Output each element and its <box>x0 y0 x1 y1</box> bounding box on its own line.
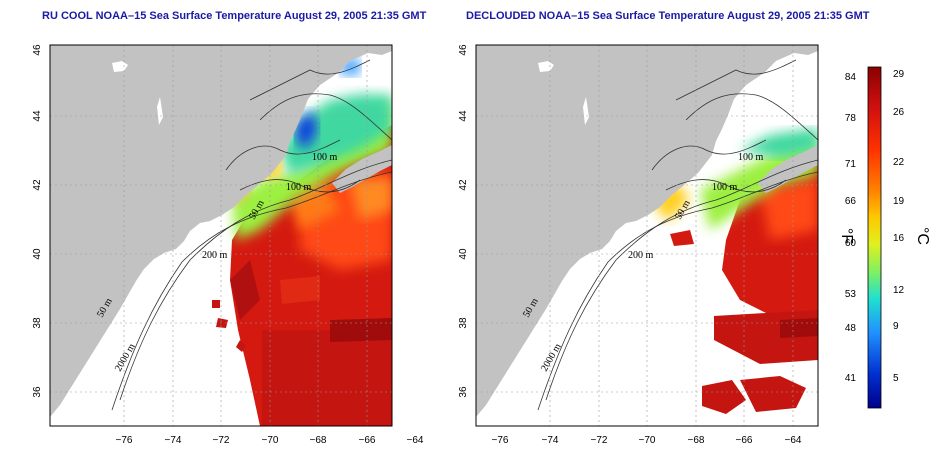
celsius-unit-label: °C <box>914 227 931 245</box>
right-map-title: DECLOUDED NOAA–15 Sea Surface Temperatur… <box>466 10 870 22</box>
left-x-axis: −76 −74 −72 −70 −68 −66 −64 <box>116 435 424 446</box>
x-tick-label: −72 <box>591 435 608 446</box>
y-tick-label: 40 <box>32 248 43 260</box>
right-map-panel: 100 m 100 m 50 m 200 m 50 m 2000 m −76 −… <box>458 44 819 446</box>
c-tick-label: 12 <box>893 285 905 296</box>
c-tick-label: 16 <box>893 233 905 244</box>
fahrenheit-unit-label: °F <box>838 228 855 244</box>
f-tick-label: 53 <box>845 289 857 300</box>
x-tick-label: −70 <box>639 435 656 446</box>
c-tick-label: 19 <box>893 196 905 207</box>
y-tick-label: 40 <box>458 248 469 260</box>
c-tick-label: 5 <box>893 373 899 384</box>
x-tick-label: −76 <box>492 435 509 446</box>
c-tick-label: 22 <box>893 157 905 168</box>
right-bathymetry-contours <box>537 59 818 411</box>
colorbar-gradient <box>867 66 882 409</box>
left-map-title: RU COOL NOAA–15 Sea Surface Temperature … <box>42 10 427 22</box>
y-tick-label: 36 <box>458 386 469 398</box>
left-bathymetry-contours <box>111 59 392 411</box>
y-tick-label: 44 <box>32 110 43 122</box>
y-tick-label: 44 <box>458 110 469 122</box>
contour-label: 100 m <box>312 152 338 163</box>
temperature-colorbar: 84 78 71 66 60 53 48 41 29 26 22 19 16 1… <box>838 66 931 409</box>
left-y-axis: 36 38 40 42 44 46 <box>32 44 43 398</box>
left-map-panel: 100 m 100 m 50 m 200 m 50 m 2000 m −76 −… <box>32 44 424 446</box>
x-tick-label: −66 <box>359 435 376 446</box>
contour-label: 100 m <box>712 182 738 193</box>
x-tick-label: −68 <box>688 435 705 446</box>
y-tick-label: 38 <box>458 317 469 329</box>
fahrenheit-ticks: 84 78 71 66 60 53 48 41 <box>845 72 857 384</box>
y-tick-label: 42 <box>32 179 43 191</box>
x-tick-label: −74 <box>165 435 182 446</box>
y-tick-label: 46 <box>458 44 469 56</box>
f-tick-label: 71 <box>845 159 857 170</box>
x-tick-label: −72 <box>213 435 230 446</box>
right-y-axis: 36 38 40 42 44 46 <box>458 44 469 398</box>
right-gridlines <box>476 45 818 426</box>
x-tick-label: −76 <box>116 435 133 446</box>
f-tick-label: 60 <box>845 238 857 249</box>
y-tick-label: 38 <box>32 317 43 329</box>
c-tick-label: 29 <box>893 69 905 80</box>
celsius-ticks: 29 26 22 19 16 12 9 5 <box>893 69 905 384</box>
y-tick-label: 36 <box>32 386 43 398</box>
contour-label: 200 m <box>202 250 228 261</box>
f-tick-label: 78 <box>845 113 857 124</box>
f-tick-label: 41 <box>845 373 857 384</box>
contour-label: 200 m <box>628 250 654 261</box>
c-tick-label: 9 <box>893 321 899 332</box>
contour-label: 100 m <box>286 182 312 193</box>
right-x-axis: −76 −74 −72 −70 −68 −66 −64 <box>492 435 802 446</box>
x-tick-label: −64 <box>785 435 802 446</box>
x-tick-label: −64 <box>407 435 424 446</box>
contour-label: 100 m <box>738 152 764 163</box>
f-tick-label: 48 <box>845 323 857 334</box>
y-tick-label: 46 <box>32 44 43 56</box>
x-tick-label: −70 <box>262 435 279 446</box>
left-gridlines <box>50 45 392 426</box>
f-tick-label: 66 <box>845 196 857 207</box>
x-tick-label: −66 <box>736 435 753 446</box>
x-tick-label: −74 <box>542 435 559 446</box>
c-tick-label: 26 <box>893 107 905 118</box>
x-tick-label: −68 <box>310 435 327 446</box>
y-tick-label: 42 <box>458 179 469 191</box>
f-tick-label: 84 <box>845 72 857 83</box>
